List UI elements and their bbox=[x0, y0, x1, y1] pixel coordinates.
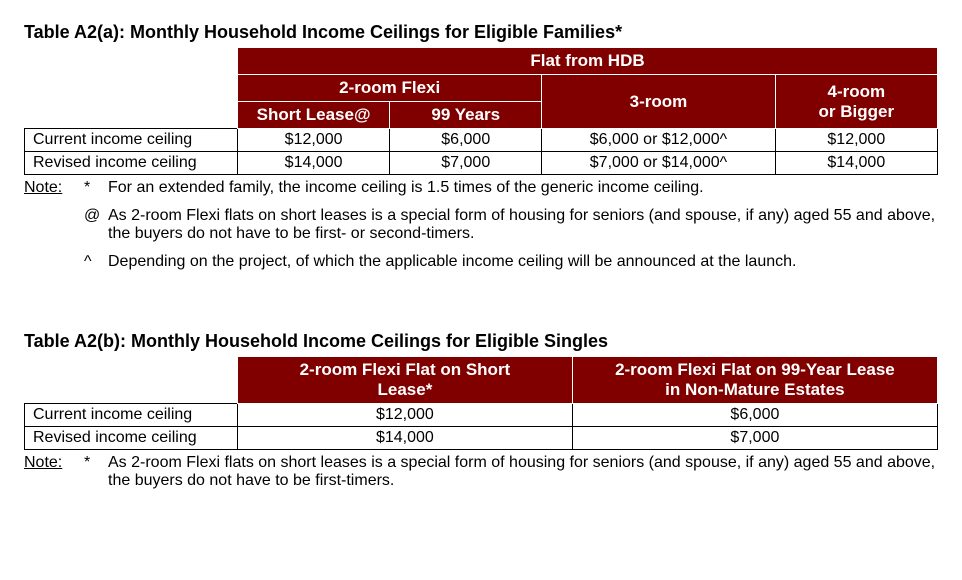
table-a-col-4room-l1: 4-room bbox=[828, 82, 886, 101]
table-a-col-4room: 4-room or Bigger bbox=[775, 75, 937, 129]
table-a-row1-label: Current income ceiling bbox=[25, 129, 238, 152]
note-text: As 2-room Flexi flats on short leases is… bbox=[108, 454, 938, 490]
note-lead: Note: bbox=[24, 454, 84, 472]
table-b-stub bbox=[25, 357, 238, 404]
table-a-col-99years: 99 Years bbox=[390, 102, 542, 129]
table-a: Flat from HDB 2-room Flexi 3-room 4-room… bbox=[24, 47, 938, 175]
table-b-col2: 2-room Flexi Flat on 99-Year Lease in No… bbox=[572, 357, 937, 404]
table-a-row2-c4: $14,000 bbox=[775, 152, 937, 175]
table-a-row1-c2: $6,000 bbox=[390, 129, 542, 152]
table-a-col-4room-l2: or Bigger bbox=[819, 102, 895, 121]
table-row: Revised income ceiling $14,000 $7,000 bbox=[25, 427, 938, 450]
note-text: For an extended family, the income ceili… bbox=[108, 179, 938, 197]
table-b-col1-l1: 2-room Flexi Flat on Short bbox=[300, 360, 511, 379]
table-b-row2-c1: $14,000 bbox=[238, 427, 573, 450]
table-a-stub bbox=[25, 48, 238, 129]
table-b-row1-c1: $12,000 bbox=[238, 404, 573, 427]
note-text: Depending on the project, of which the a… bbox=[108, 253, 938, 271]
table-b-col1: 2-room Flexi Flat on Short Lease* bbox=[238, 357, 573, 404]
note-lead: Note: bbox=[24, 179, 84, 197]
table-a-row1-c1: $12,000 bbox=[238, 129, 390, 152]
table-b: 2-room Flexi Flat on Short Lease* 2-room… bbox=[24, 356, 938, 450]
table-a-col-3room: 3-room bbox=[542, 75, 775, 129]
table-row: Current income ceiling $12,000 $6,000 bbox=[25, 404, 938, 427]
table-row: Current income ceiling $12,000 $6,000 $6… bbox=[25, 129, 938, 152]
table-b-row2-c2: $7,000 bbox=[572, 427, 937, 450]
table-b-col2-l1: 2-room Flexi Flat on 99-Year Lease bbox=[615, 360, 895, 379]
table-a-title: Table A2(a): Monthly Household Income Ce… bbox=[24, 22, 938, 43]
table-a-row2-c1: $14,000 bbox=[238, 152, 390, 175]
note-symbol: @ bbox=[84, 207, 108, 225]
table-a-row1-c4: $12,000 bbox=[775, 129, 937, 152]
table-a-top-header: Flat from HDB bbox=[238, 48, 938, 75]
table-a-col-2room-flexi: 2-room Flexi bbox=[238, 75, 542, 102]
table-a-row2-c3: $7,000 or $14,000^ bbox=[542, 152, 775, 175]
table-a-col-short-lease: Short Lease@ bbox=[238, 102, 390, 129]
table-b-col1-l2: Lease* bbox=[378, 380, 433, 399]
table-row: Revised income ceiling $14,000 $7,000 $7… bbox=[25, 152, 938, 175]
table-a-row2-c2: $7,000 bbox=[390, 152, 542, 175]
table-b-col2-l2: in Non-Mature Estates bbox=[665, 380, 844, 399]
table-b-row1-label: Current income ceiling bbox=[25, 404, 238, 427]
table-a-row2-label: Revised income ceiling bbox=[25, 152, 238, 175]
table-a-notes: Note: * For an extended family, the inco… bbox=[24, 179, 938, 271]
note-text: As 2-room Flexi flats on short leases is… bbox=[108, 207, 938, 243]
table-b-title: Table A2(b): Monthly Household Income Ce… bbox=[24, 331, 938, 352]
table-b-notes: Note: * As 2-room Flexi flats on short l… bbox=[24, 454, 938, 490]
note-symbol: * bbox=[84, 179, 108, 197]
note-symbol: ^ bbox=[84, 253, 108, 271]
note-symbol: * bbox=[84, 454, 108, 472]
table-b-row1-c2: $6,000 bbox=[572, 404, 937, 427]
table-b-row2-label: Revised income ceiling bbox=[25, 427, 238, 450]
table-a-row1-c3: $6,000 or $12,000^ bbox=[542, 129, 775, 152]
